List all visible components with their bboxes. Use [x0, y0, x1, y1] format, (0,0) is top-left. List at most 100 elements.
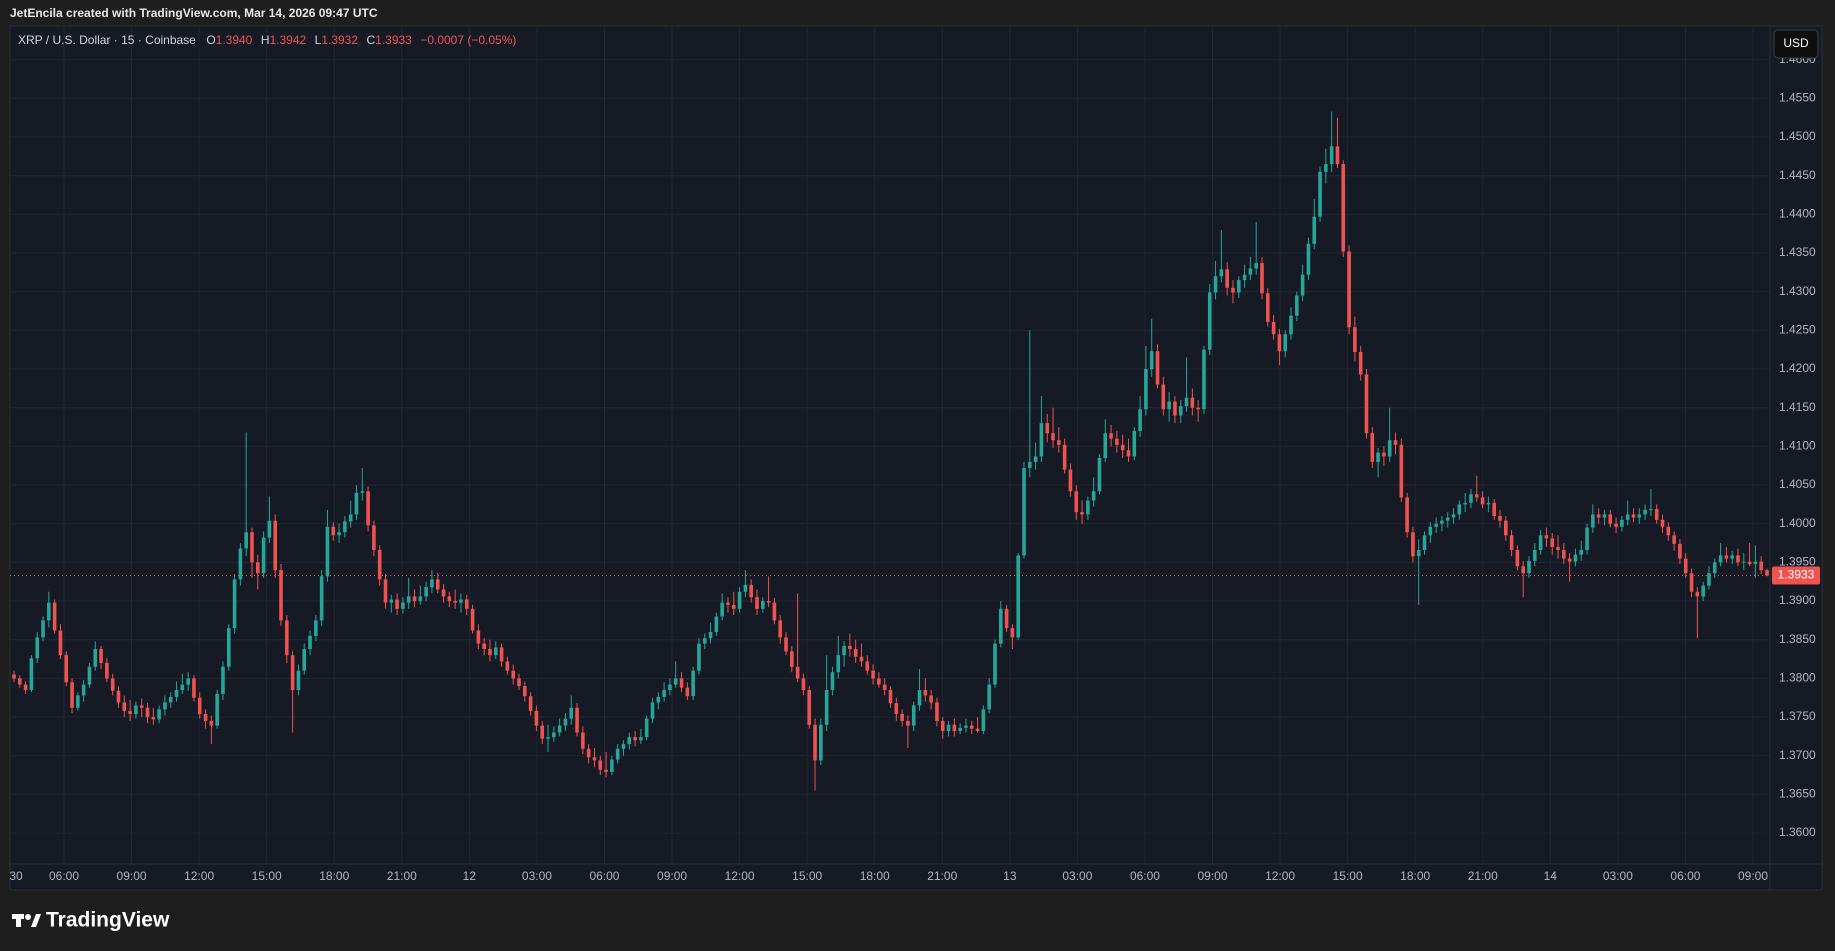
- candle-body: [679, 678, 684, 688]
- y-tick-label: 1.4100: [1779, 439, 1816, 453]
- candle-body: [981, 709, 986, 731]
- candle-body: [1138, 409, 1142, 431]
- candle-body: [1579, 550, 1584, 555]
- candle-body: [1155, 351, 1160, 385]
- candle-body: [668, 684, 672, 690]
- candle-body: [99, 649, 103, 663]
- candle-body: [1376, 452, 1380, 462]
- candle-body: [1178, 406, 1183, 416]
- candle-body: [1016, 555, 1021, 638]
- y-tick-label: 1.4450: [1779, 168, 1816, 182]
- candle-body: [1289, 315, 1293, 335]
- candle-body: [1399, 444, 1404, 498]
- legend-high-label: H: [261, 33, 270, 47]
- candle-body: [865, 661, 870, 671]
- candle-body: [1405, 497, 1409, 533]
- candle-body: [337, 532, 341, 536]
- candle-body: [285, 620, 289, 656]
- y-tick-label: 1.4550: [1779, 91, 1816, 105]
- candle-body: [1039, 423, 1044, 457]
- candle-body: [1712, 562, 1717, 574]
- candle-body: [47, 602, 51, 621]
- candle-body: [1132, 430, 1137, 457]
- candles: [10, 111, 1770, 791]
- candle-body: [1445, 517, 1450, 521]
- candle-body: [1266, 293, 1270, 322]
- candle-body: [946, 724, 951, 731]
- candle-body: [1231, 287, 1235, 293]
- candle-body: [749, 584, 753, 598]
- candle-body: [1411, 532, 1415, 557]
- candle-body: [1358, 352, 1363, 375]
- candle-body: [743, 584, 748, 592]
- candle-body: [302, 649, 307, 671]
- candle-body: [836, 655, 841, 673]
- candle-body: [1248, 268, 1253, 275]
- candle-body: [139, 705, 144, 708]
- candle-body: [656, 696, 661, 703]
- candle-body: [650, 702, 655, 719]
- candle-body: [708, 631, 713, 639]
- candle-body: [1474, 494, 1479, 498]
- candle-body: [714, 616, 719, 632]
- candle-body: [377, 550, 382, 580]
- legend-close: 1.3933: [375, 33, 412, 47]
- candle-body: [1480, 497, 1485, 505]
- candle-body: [366, 491, 370, 526]
- candle-body: [110, 678, 115, 691]
- x-tick-label: 18:00: [319, 869, 349, 883]
- candle-body: [598, 760, 603, 770]
- candle-body: [1573, 554, 1578, 562]
- candle-body: [1562, 550, 1566, 559]
- candle-body: [447, 596, 452, 602]
- candle-body: [18, 678, 22, 685]
- y-tick-label: 1.3850: [1779, 632, 1816, 646]
- candle-body: [813, 724, 817, 761]
- candle-body: [1683, 558, 1688, 574]
- x-tick-label: 21:00: [1468, 869, 1498, 883]
- candle-body: [453, 601, 457, 603]
- candle-body: [157, 709, 161, 720]
- candle-body: [1283, 334, 1288, 352]
- candle-body: [1631, 514, 1636, 518]
- candle-body: [627, 737, 632, 745]
- candle-body: [726, 602, 730, 605]
- candle-body: [1295, 295, 1299, 316]
- candle-body: [952, 724, 957, 731]
- candle-body: [401, 602, 405, 609]
- candle-body: [540, 725, 545, 739]
- currency-button[interactable]: [1773, 29, 1819, 59]
- candle-body: [621, 744, 626, 749]
- candle-body: [1544, 535, 1549, 539]
- candle-body: [1306, 243, 1311, 275]
- candle-body: [906, 720, 910, 726]
- candle-body: [1149, 351, 1154, 370]
- candle-body: [1219, 269, 1224, 277]
- y-tick-label: 1.3900: [1779, 593, 1816, 607]
- x-tick-label: 03:00: [1062, 869, 1092, 883]
- candle-body: [569, 707, 574, 719]
- axes: 1.3600 1.3650 1.3700 1.3750 1.3800 1.3850 1.39…: [9, 52, 1820, 883]
- currency[interactable]: USD: [1783, 36, 1809, 50]
- candle-body: [389, 599, 394, 603]
- candle-body: [505, 661, 510, 671]
- candle-body: [1202, 349, 1206, 410]
- candle-body: [41, 620, 45, 638]
- candle-body: [1161, 384, 1166, 410]
- candle-body: [1207, 292, 1212, 350]
- candle-body: [348, 514, 353, 522]
- candle-body: [1416, 550, 1421, 557]
- candle-body: [1509, 535, 1514, 551]
- y-tick-label: 1.4300: [1779, 284, 1816, 298]
- candle-body: [1004, 608, 1009, 629]
- candle-body: [360, 491, 365, 493]
- candle-body: [662, 689, 666, 697]
- candle-body: [250, 532, 254, 563]
- candle-body: [1062, 444, 1067, 470]
- candle-body: [546, 737, 550, 739]
- candle-body: [1527, 560, 1531, 574]
- candle-body: [1144, 369, 1148, 410]
- candle-body: [493, 647, 498, 656]
- candle-body: [1521, 566, 1526, 574]
